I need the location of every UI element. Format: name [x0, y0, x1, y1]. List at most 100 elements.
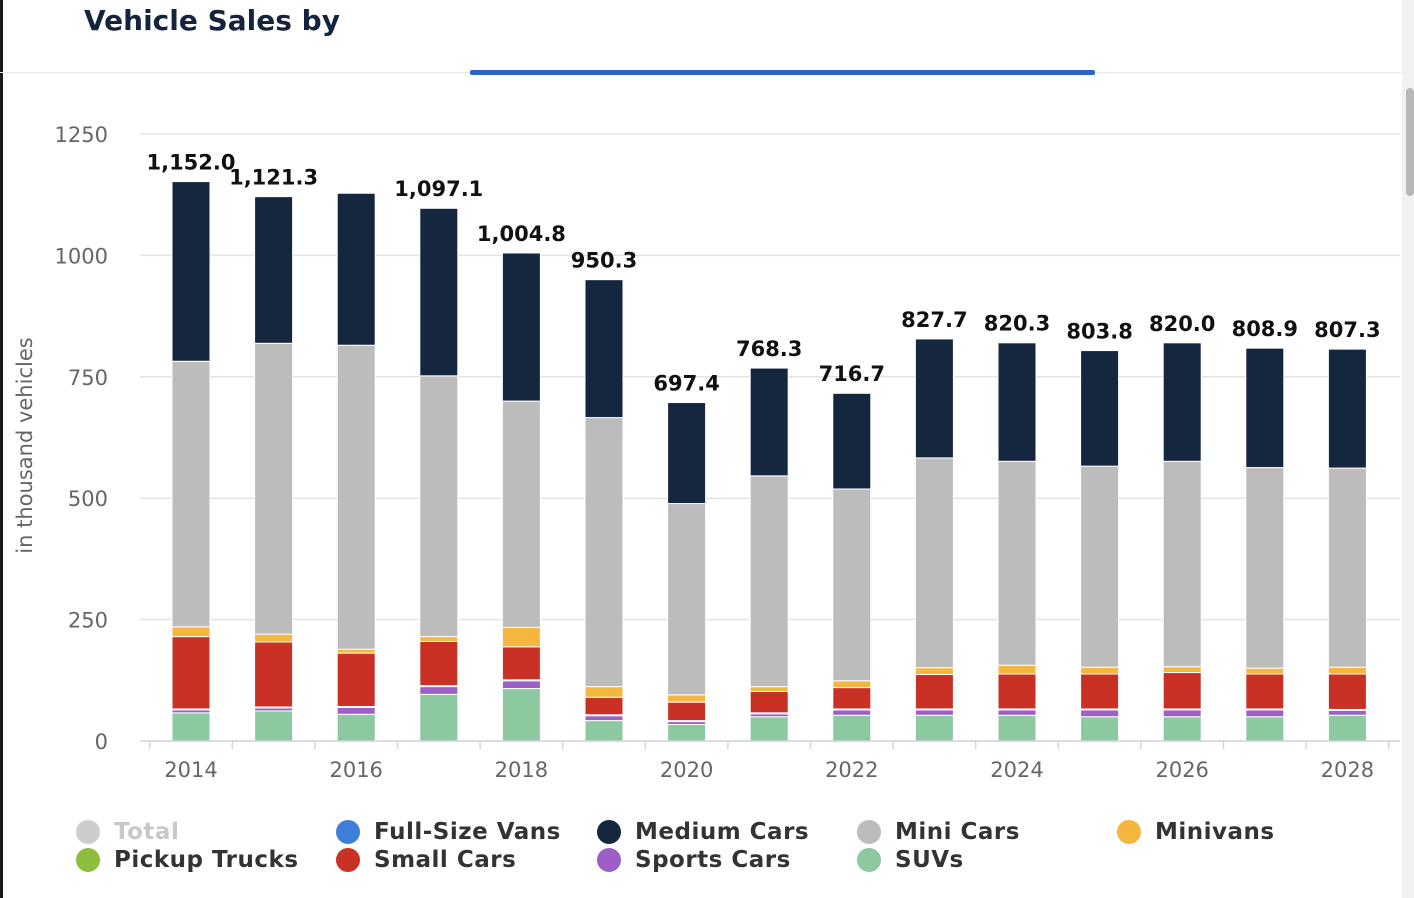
bar-segment-suvs[interactable] — [749, 716, 789, 742]
bar-segment-suvs[interactable] — [419, 693, 459, 742]
bar-segment-medium-cars[interactable] — [1327, 348, 1367, 469]
bar-segment-small-cars[interactable] — [1245, 673, 1285, 710]
legend-item-full-size-vans[interactable]: Full-Size Vans — [336, 818, 561, 846]
bar-segment-small-cars[interactable] — [914, 673, 954, 710]
bar-segment-medium-cars[interactable] — [254, 196, 294, 344]
bar-segment-mini-cars[interactable] — [171, 360, 211, 628]
bar-segment-small-cars[interactable] — [997, 673, 1037, 710]
bar-segment-suvs[interactable] — [171, 712, 211, 742]
bar-segment-suvs[interactable] — [1080, 716, 1120, 742]
bar-segment-medium-cars[interactable] — [584, 279, 624, 419]
bar-segment-medium-cars[interactable] — [1245, 347, 1285, 469]
bar-segment-mini-cars[interactable] — [584, 417, 624, 688]
bar-segment-suvs[interactable] — [1327, 714, 1367, 742]
bar-segment-mini-cars[interactable] — [336, 344, 376, 650]
bar-segment-small-cars[interactable] — [171, 636, 211, 710]
bar-segment-suvs[interactable] — [914, 714, 954, 742]
legend-item-total[interactable]: Total — [76, 818, 179, 846]
bar-segment-medium-cars[interactable] — [749, 367, 789, 477]
bar-segment-mini-cars[interactable] — [254, 342, 294, 635]
bar-segment-mini-cars[interactable] — [914, 457, 954, 669]
bar-segment-suvs[interactable] — [501, 688, 541, 742]
bar-segment-minivans[interactable] — [667, 694, 707, 703]
legend-item-medium-cars[interactable]: Medium Cars — [597, 818, 809, 846]
bar-segment-minivans[interactable] — [336, 648, 376, 654]
bar-segment-small-cars[interactable] — [1080, 673, 1120, 710]
bar-segment-minivans[interactable] — [1245, 667, 1285, 675]
bar-segment-mini-cars[interactable] — [419, 375, 459, 638]
bar-segment-minivans[interactable] — [832, 680, 872, 689]
bar-segment-mini-cars[interactable] — [1327, 467, 1367, 668]
bar-segment-small-cars[interactable] — [501, 646, 541, 681]
bar-segment-mini-cars[interactable] — [832, 488, 872, 682]
x-tick-label: 2014 — [164, 758, 217, 782]
bar-segment-suvs[interactable] — [254, 710, 294, 742]
bar-segment-mini-cars[interactable] — [997, 460, 1037, 666]
bar-segment-minivans[interactable] — [419, 636, 459, 642]
legend-item-sports-cars[interactable]: Sports Cars — [597, 846, 791, 874]
bar-segment-medium-cars[interactable] — [997, 342, 1037, 462]
bar-segment-mini-cars[interactable] — [667, 503, 707, 696]
bar-segment-mini-cars[interactable] — [501, 400, 541, 628]
scrollbar-thumb[interactable] — [1406, 88, 1414, 196]
bar-segment-mini-cars[interactable] — [1245, 467, 1285, 669]
legend-item-small-cars[interactable]: Small Cars — [336, 846, 516, 874]
bar-segment-small-cars[interactable] — [832, 687, 872, 710]
bar-segment-sports-cars[interactable] — [1245, 709, 1285, 718]
bar-segment-small-cars[interactable] — [584, 696, 624, 716]
bar-segment-medium-cars[interactable] — [419, 207, 459, 377]
bar-segment-sports-cars[interactable] — [1162, 709, 1202, 718]
bar-segment-medium-cars[interactable] — [832, 392, 872, 490]
active-tab-indicator[interactable] — [470, 70, 1095, 75]
bar-segment-minivans[interactable] — [584, 686, 624, 698]
bar-segment-sports-cars[interactable] — [336, 706, 376, 715]
bar-segment-minivans[interactable] — [749, 686, 789, 692]
bar-segment-sports-cars[interactable] — [1080, 709, 1120, 718]
bar-segment-medium-cars[interactable] — [1162, 342, 1202, 462]
bar-segment-medium-cars[interactable] — [171, 181, 211, 362]
bar-segment-minivans[interactable] — [1162, 666, 1202, 674]
bar-segment-small-cars[interactable] — [1327, 673, 1367, 710]
bar-segment-small-cars[interactable] — [254, 641, 294, 708]
bar-segment-sports-cars[interactable] — [1327, 709, 1367, 716]
bar-segment-sports-cars[interactable] — [832, 709, 872, 716]
legend-item-suvs[interactable]: SUVs — [857, 846, 964, 874]
bar-segment-suvs[interactable] — [667, 723, 707, 742]
bar-segment-medium-cars[interactable] — [501, 252, 541, 402]
bar-segment-medium-cars[interactable] — [667, 402, 707, 505]
bar-segment-minivans[interactable] — [997, 664, 1037, 675]
bar-segment-small-cars[interactable] — [749, 690, 789, 714]
bar-segment-minivans[interactable] — [171, 626, 211, 638]
bar-segment-sports-cars[interactable] — [419, 686, 459, 695]
legend-item-mini-cars[interactable]: Mini Cars — [857, 818, 1020, 846]
bar-segment-suvs[interactable] — [584, 720, 624, 742]
bar-segment-mini-cars[interactable] — [1080, 465, 1120, 668]
vertical-scrollbar[interactable] — [1402, 0, 1414, 898]
bar-segment-suvs[interactable] — [832, 714, 872, 742]
bar-segment-medium-cars[interactable] — [914, 338, 954, 459]
bar-segment-sports-cars[interactable] — [584, 715, 624, 722]
bar-segment-small-cars[interactable] — [667, 701, 707, 722]
bar-segment-minivans[interactable] — [1327, 666, 1367, 675]
bar-segment-suvs[interactable] — [336, 713, 376, 742]
bar-segment-small-cars[interactable] — [419, 640, 459, 687]
y-tick-label: 1250 — [55, 123, 108, 147]
bar-segment-mini-cars[interactable] — [749, 475, 789, 688]
bar-segment-suvs[interactable] — [1162, 716, 1202, 742]
bar-segment-medium-cars[interactable] — [1080, 350, 1120, 467]
bar-segment-minivans[interactable] — [501, 626, 541, 648]
bar-segment-minivans[interactable] — [914, 667, 954, 675]
bar-segment-sports-cars[interactable] — [501, 680, 541, 690]
bar-segment-medium-cars[interactable] — [336, 192, 376, 346]
legend-item-minivans[interactable]: Minivans — [1117, 818, 1275, 846]
bar-segment-small-cars[interactable] — [336, 652, 376, 708]
bar-segment-sports-cars[interactable] — [997, 709, 1037, 716]
bar-segment-small-cars[interactable] — [1162, 672, 1202, 710]
bar-segment-minivans[interactable] — [254, 633, 294, 643]
bar-segment-suvs[interactable] — [997, 714, 1037, 742]
bar-segment-minivans[interactable] — [1080, 666, 1120, 675]
bar-segment-mini-cars[interactable] — [1162, 460, 1202, 668]
bar-segment-suvs[interactable] — [1245, 716, 1285, 742]
bar-segment-sports-cars[interactable] — [914, 709, 954, 716]
legend-item-pickup-trucks[interactable]: Pickup Trucks — [76, 846, 299, 874]
